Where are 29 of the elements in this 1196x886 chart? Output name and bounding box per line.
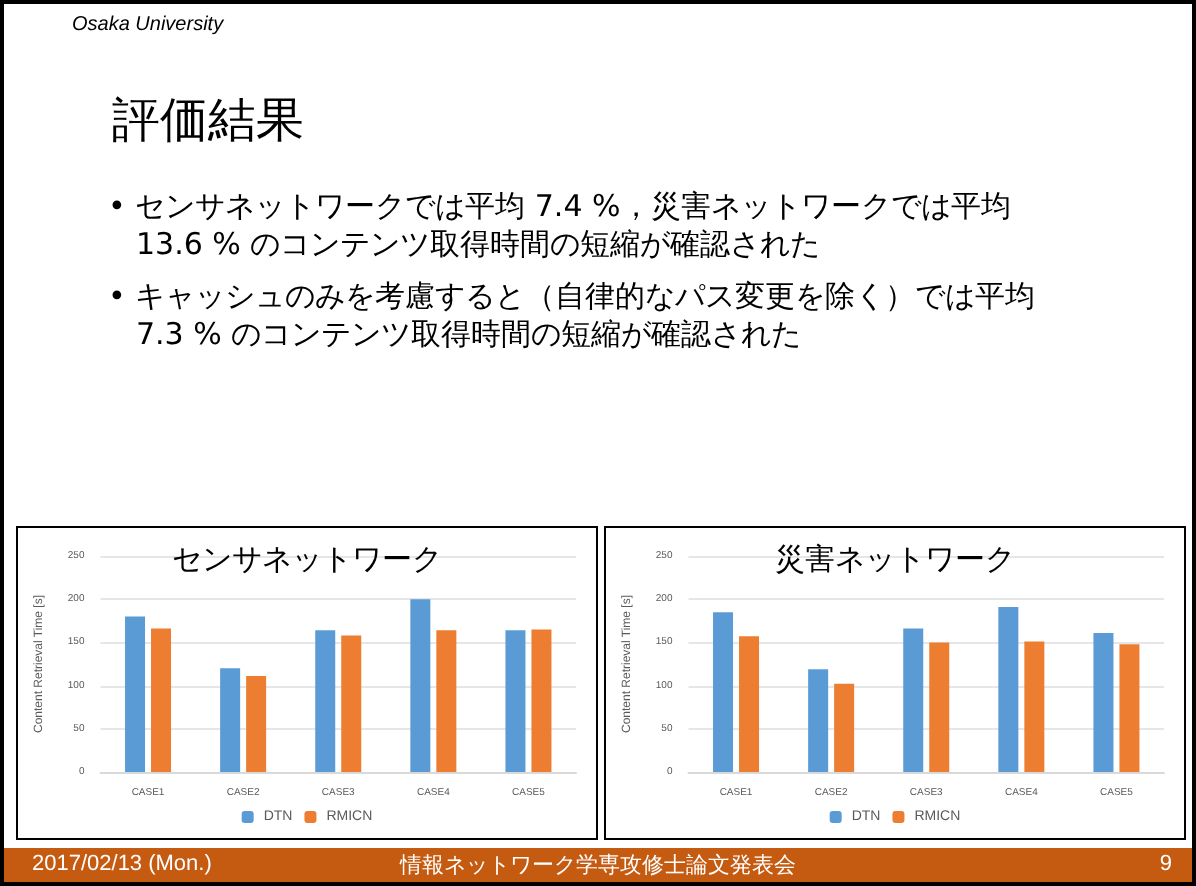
chart-title: センサネットワーク <box>172 541 442 577</box>
text: Osaka University <box>72 14 224 36</box>
text: • センサネットワークでは平均 7.4 %，災害ネットワークでは平均 13.6 % のコンテンツ取得時間の短縮が確認された <box>108 188 1013 264</box>
bar <box>531 629 552 772</box>
bar <box>315 630 336 772</box>
bar <box>834 683 855 772</box>
bar <box>505 630 526 772</box>
text: 9 <box>1159 850 1172 880</box>
bar <box>246 676 267 772</box>
bar <box>341 635 362 772</box>
text: 評価結果 <box>112 90 304 152</box>
bar <box>436 630 457 772</box>
bar <box>1119 644 1140 772</box>
bar <box>125 616 146 772</box>
bar <box>929 642 950 772</box>
bar <box>739 636 760 772</box>
bar <box>1024 641 1045 772</box>
text: • キャッシュのみを考慮すると（自律的なパス変更を除く）では平均 7.3 % のコンテンツ取得時間の短縮が確認された <box>108 278 1038 354</box>
chart-title: 災害ネットワーク <box>775 541 1015 577</box>
text: 情報ネットワーク学専攻修士論文発表会 <box>400 852 796 878</box>
bar <box>220 668 241 772</box>
bar <box>151 628 172 772</box>
bar <box>410 599 431 772</box>
bar <box>713 612 734 772</box>
text: 2017/02/13 (Mon.) <box>32 850 212 880</box>
bar <box>903 628 924 772</box>
bar <box>998 606 1019 772</box>
bar <box>1093 632 1114 772</box>
bar <box>808 669 829 772</box>
